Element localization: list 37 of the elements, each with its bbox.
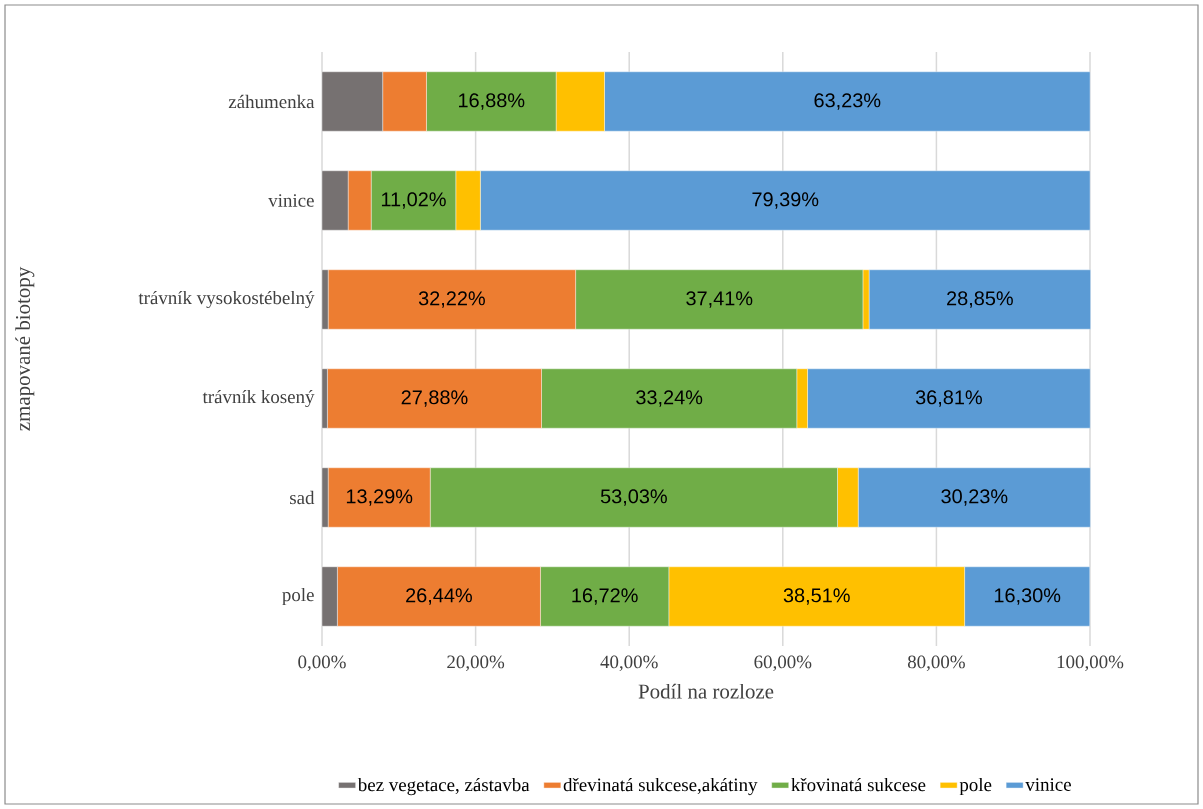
y-tick-label: vinice — [268, 194, 314, 207]
data-label: 37,41% — [686, 291, 753, 308]
y-tick-label: trávník vysokostébelný — [138, 290, 315, 309]
data-label: 33,24% — [636, 390, 703, 407]
data-label: 63,23% — [814, 93, 881, 110]
data-label: 16,88% — [459, 93, 525, 110]
data-label: 16,30% — [994, 588, 1061, 605]
legend-label: pole — [959, 777, 992, 796]
data-label: 79,39% — [752, 192, 819, 209]
legend-label: dřevinatá sukcese,akátiny — [563, 777, 758, 796]
y-tick-label: trávník kosený — [202, 389, 315, 408]
y-axis-title: zmapované biotopy — [15, 266, 35, 431]
data-label: 38,51% — [783, 588, 850, 605]
data-label: 13,29% — [346, 489, 413, 506]
data-label: 16,72% — [572, 588, 638, 605]
legend-label: vinice — [1025, 778, 1071, 791]
y-tick-label: pole — [282, 587, 314, 606]
data-label: 28,85% — [947, 291, 1013, 308]
data-label: 53,03% — [600, 489, 667, 506]
data-label: 32,22% — [418, 291, 485, 308]
x-tick-label: 0,00% — [298, 655, 346, 672]
y-tick-label: sad — [290, 490, 315, 505]
legend-label: křovinatá sukcese — [791, 777, 926, 792]
data-label: 30,23% — [941, 489, 1008, 506]
y-tick-label: záhumenka — [228, 94, 315, 109]
bar — [868, 269, 1091, 330]
x-tick-label: 80,00% — [907, 655, 965, 672]
data-label: 36,81% — [915, 390, 982, 407]
x-tick-label: 40,00% — [600, 655, 658, 672]
x-tick-label: 20,00% — [447, 655, 505, 672]
data-label: 26,44% — [406, 588, 472, 605]
data-label: 11,02% — [381, 192, 446, 209]
legend-label: bez vegetace, zástavba — [357, 777, 530, 796]
x-tick-label: 100,00% — [1057, 655, 1124, 672]
data-label: 27,88% — [401, 390, 468, 407]
x-tick-label: 60,00% — [754, 655, 812, 672]
x-axis-title: Podíl na rozloze — [638, 683, 774, 699]
